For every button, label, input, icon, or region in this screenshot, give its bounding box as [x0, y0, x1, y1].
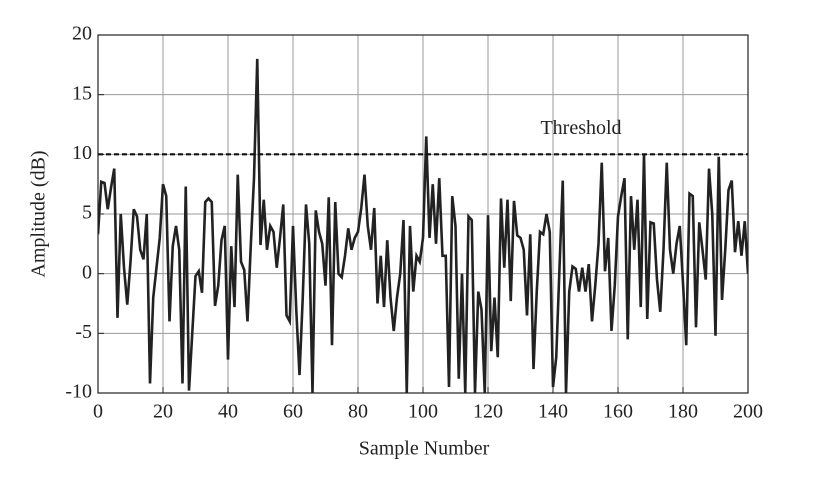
x-tick-label: 120 [473, 401, 503, 423]
y-tick-label: 15 [72, 82, 92, 104]
x-tick-label: 60 [283, 401, 303, 423]
x-tick-label: 0 [93, 401, 103, 423]
x-axis-title: Sample Number [359, 438, 490, 460]
y-axis-title: Amplitude (dB) [28, 150, 50, 277]
y-tick-label: -5 [75, 321, 92, 343]
x-tick-label: 160 [603, 401, 633, 423]
data-line [98, 58, 748, 393]
x-tick-label: 20 [153, 401, 173, 423]
y-tick-label: 10 [72, 142, 92, 164]
y-tick-label: 5 [82, 202, 92, 224]
x-tick-label: 100 [408, 401, 438, 423]
x-tick-label: 180 [668, 401, 698, 423]
threshold-label: Threshold [540, 117, 621, 139]
x-tick-label: 40 [218, 401, 238, 423]
y-tick-label: 20 [72, 23, 92, 45]
y-tick-label: -10 [65, 381, 92, 403]
x-tick-label: 80 [348, 401, 368, 423]
y-tick-label: 0 [82, 261, 92, 283]
x-tick-label: 140 [538, 401, 568, 423]
x-tick-label: 200 [733, 401, 763, 423]
